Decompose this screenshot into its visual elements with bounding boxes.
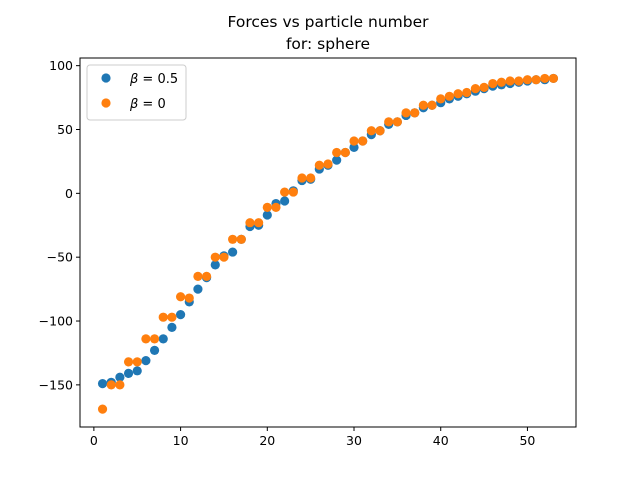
- x-tick-label: 50: [519, 433, 535, 448]
- data-point-beta-0: [132, 357, 142, 367]
- data-point-beta-0-5: [332, 155, 342, 165]
- data-point-beta-0-5: [262, 210, 272, 220]
- legend-symbol-beta: β: [129, 97, 138, 112]
- data-point-beta-0: [219, 252, 229, 262]
- data-point-beta-0: [505, 76, 515, 86]
- data-point-beta-0: [236, 234, 246, 244]
- data-points: [97, 73, 559, 414]
- y-tick-label: −150: [39, 377, 73, 392]
- data-point-beta-0: [271, 202, 281, 212]
- data-point-beta-0: [210, 252, 220, 262]
- data-point-beta-0: [470, 84, 481, 94]
- data-point-beta-0: [488, 78, 498, 89]
- data-point-beta-0-5: [349, 142, 359, 152]
- data-point-beta-0: [149, 334, 160, 344]
- data-point-beta-0: [375, 126, 385, 136]
- y-tick-label: 50: [57, 122, 73, 137]
- data-point-beta-0: [323, 159, 333, 169]
- chart-subtitle: for: sphere: [286, 35, 370, 53]
- data-point-beta-0: [340, 147, 350, 158]
- legend-label-beta-0: β = 0: [129, 97, 166, 112]
- data-point-beta-0: [392, 117, 402, 127]
- data-point-beta-0-5: [141, 356, 151, 366]
- data-point-beta-0: [123, 357, 134, 367]
- x-tick-label: 40: [433, 433, 449, 448]
- data-point-beta-0: [453, 89, 463, 99]
- data-point-beta-0: [288, 187, 298, 197]
- data-point-beta-0: [479, 82, 489, 92]
- data-point-beta-0-5: [228, 247, 238, 257]
- data-point-beta-0: [314, 160, 324, 170]
- data-point-beta-0-5: [97, 378, 108, 389]
- y-tick-label: −100: [39, 314, 73, 329]
- legend-label-beta-0-5: β = 0.5: [129, 72, 178, 87]
- data-point-beta-0: [184, 293, 194, 303]
- data-point-beta-0: [410, 108, 420, 118]
- legend-marker-beta-0-5: [101, 73, 111, 83]
- data-point-beta-0: [158, 312, 168, 322]
- legend-symbol-beta: β: [129, 72, 138, 87]
- data-point-beta-0: [418, 100, 428, 110]
- legend: β = 0.5 β = 0: [86, 64, 187, 121]
- data-point-beta-0-5: [158, 334, 168, 344]
- data-point-beta-0: [262, 202, 272, 212]
- legend-value: = 0.5: [138, 72, 178, 87]
- data-point-beta-0: [106, 380, 116, 390]
- data-point-beta-0-5: [167, 322, 177, 333]
- data-point-beta-0: [228, 234, 238, 244]
- y-tick-label: −50: [47, 250, 73, 265]
- legend-value: = 0: [138, 97, 165, 112]
- data-point-beta-0-5: [175, 310, 186, 320]
- data-point-beta-0: [245, 218, 255, 228]
- data-point-beta-0: [97, 404, 108, 414]
- data-point-beta-0-5: [193, 284, 203, 294]
- y-tick-label: 0: [65, 186, 73, 201]
- data-point-beta-0: [254, 218, 264, 228]
- data-point-beta-0: [167, 312, 177, 322]
- data-point-beta-0-5: [115, 372, 125, 382]
- data-point-beta-0: [297, 173, 307, 183]
- data-point-beta-0: [349, 136, 359, 146]
- data-point-beta-0: [141, 334, 151, 344]
- x-tick-label: 30: [346, 433, 362, 448]
- data-point-beta-0: [366, 126, 376, 136]
- data-point-beta-0: [202, 271, 212, 281]
- data-point-beta-0: [358, 136, 368, 146]
- x-tick-label: 10: [173, 433, 189, 448]
- data-point-beta-0: [540, 73, 550, 84]
- x-tick-label: 0: [90, 433, 98, 448]
- data-point-beta-0: [332, 147, 342, 158]
- data-point-beta-0: [115, 380, 125, 390]
- data-point-beta-0: [280, 187, 290, 197]
- legend-marker-beta-0: [101, 98, 111, 108]
- legend-box: [86, 64, 187, 121]
- data-point-beta-0: [462, 87, 472, 98]
- x-axis-ticks: 0 10 20 30 40 50: [90, 427, 535, 448]
- x-tick-label: 20: [259, 433, 275, 448]
- plot-area-frame: [79, 57, 577, 428]
- y-axis-ticks: −150 −100 −50 0 50 100: [39, 58, 80, 392]
- data-point-beta-0: [548, 73, 559, 84]
- data-point-beta-0: [427, 100, 437, 110]
- y-tick-label: 100: [49, 58, 73, 73]
- data-point-beta-0: [175, 292, 186, 302]
- data-point-beta-0: [496, 77, 507, 87]
- data-point-beta-0-5: [123, 368, 134, 378]
- chart-title: Forces vs particle number: [228, 13, 430, 31]
- data-point-beta-0: [384, 117, 394, 127]
- data-point-beta-0: [436, 94, 446, 104]
- data-point-beta-0-5: [132, 366, 142, 376]
- data-point-beta-0-5: [280, 196, 290, 206]
- data-point-beta-0: [401, 108, 411, 118]
- data-point-beta-0-5: [149, 345, 160, 355]
- data-point-beta-0: [522, 75, 533, 85]
- data-point-beta-0: [306, 173, 316, 183]
- data-point-beta-0: [531, 75, 541, 85]
- data-point-beta-0: [444, 91, 454, 101]
- data-point-beta-0: [193, 271, 203, 281]
- data-point-beta-0: [514, 76, 524, 86]
- data-point-beta-0-5: [210, 260, 220, 270]
